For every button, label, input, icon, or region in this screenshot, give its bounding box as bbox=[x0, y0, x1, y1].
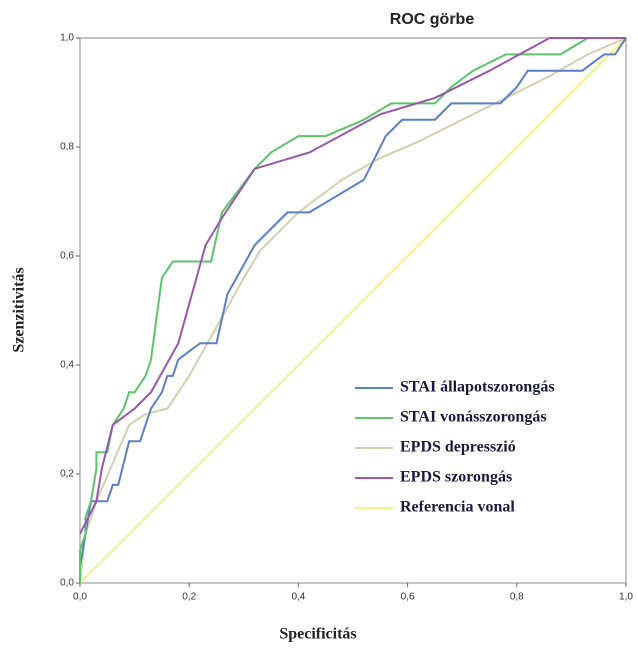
plot-frame bbox=[79, 37, 627, 584]
x-tick-label: 0,6 bbox=[401, 592, 415, 603]
y-axis-label: Szenzitivitás bbox=[11, 267, 28, 352]
y-tick-label: 1,0 bbox=[60, 33, 74, 44]
series-line bbox=[79, 37, 627, 584]
x-tick-label: 1,0 bbox=[619, 592, 633, 603]
chart-title: ROC görbe bbox=[390, 11, 475, 28]
x-tick-label: 0,0 bbox=[73, 592, 87, 603]
series-line bbox=[79, 37, 627, 584]
x-tick-label: 0,4 bbox=[291, 592, 305, 603]
legend-label: EPDS depresszió bbox=[400, 439, 516, 456]
legend-label: STAI vonásszorongás bbox=[400, 409, 547, 426]
x-tick-label: 0,2 bbox=[182, 592, 196, 603]
legend-label: Referencia vonal bbox=[400, 499, 515, 516]
x-tick-label: 0,8 bbox=[510, 592, 524, 603]
y-tick-label: 0,2 bbox=[60, 469, 74, 480]
series-line bbox=[79, 37, 626, 535]
series-line bbox=[79, 37, 627, 583]
legend-label: STAI állapotszorongás bbox=[400, 379, 555, 396]
legend-label: EPDS szorongás bbox=[400, 469, 512, 486]
y-tick-label: 0,8 bbox=[60, 142, 74, 153]
x-axis-label: Specificitás bbox=[279, 626, 356, 643]
y-tick-label: 0,0 bbox=[60, 578, 74, 589]
series-line bbox=[79, 37, 626, 583]
y-tick-label: 0,4 bbox=[60, 360, 74, 371]
y-tick-label: 0,6 bbox=[60, 251, 74, 262]
